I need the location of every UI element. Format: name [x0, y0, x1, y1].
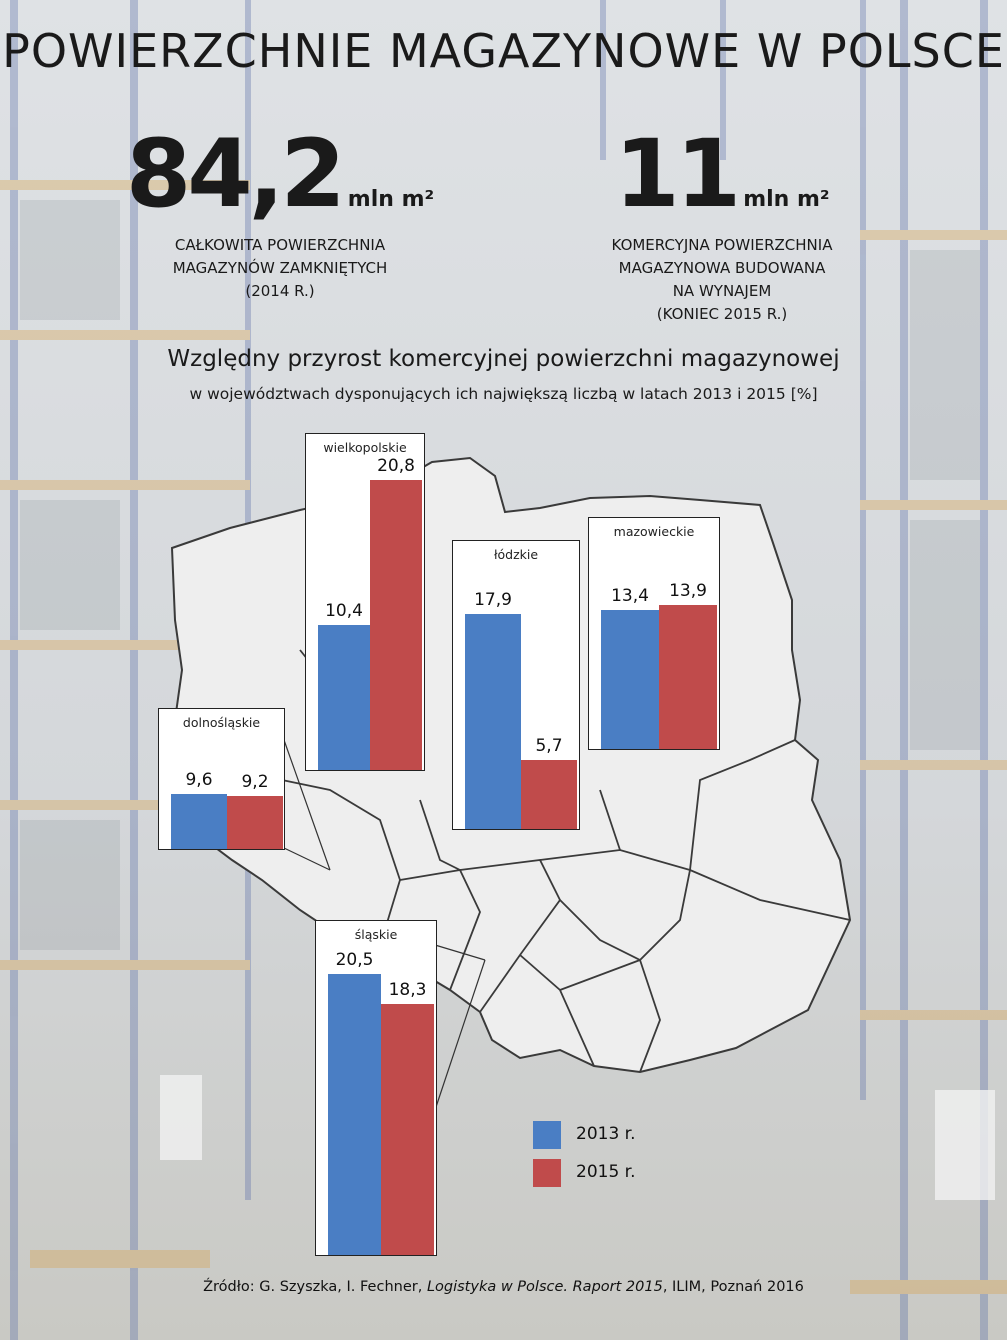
leader-line-dolnoslaskie-2 [283, 847, 331, 871]
chart-subtitle: Względny przyrost komercyjnej powierzchn… [167, 346, 840, 372]
legend-label-2015: 2015 r. [576, 1162, 636, 1182]
source-title: Logistyka w Polsce. Raport 2015 [426, 1279, 663, 1295]
page-title: POWIERZCHNIE MAGAZYNOWE W POLSCE [2, 24, 1005, 78]
stat-value-row: 84,2 mln m² [120, 128, 440, 222]
source-note: Źródło: G. Szyszka, I. Fechner, Logistyk… [0, 1279, 1007, 1295]
bar-2015 [521, 760, 577, 829]
region-label: śląskie [354, 927, 398, 942]
leader-line-dolnoslaskie [283, 739, 331, 871]
bar-2015 [659, 605, 717, 749]
region-label: mazowieckie [613, 524, 695, 539]
bar-2015 [370, 480, 422, 770]
bar-2015 [381, 1004, 434, 1255]
legend-label-2013: 2013 r. [576, 1124, 636, 1144]
panel-lodzkie: łódzkie 17,9 5,7 [452, 540, 580, 830]
stat-unit: mln m² [743, 187, 830, 212]
panel-slaskie: śląskie 20,5 18,3 [315, 920, 437, 1256]
value-label-2015: 13,9 [669, 581, 707, 601]
caption-line: (KONIEC 2015 R.) [656, 305, 788, 323]
stat-unit: mln m² [347, 187, 435, 212]
bar-2013 [601, 610, 659, 749]
bar-2015 [227, 796, 283, 849]
value-label-2015: 20,8 [377, 456, 415, 476]
bar-2013 [328, 974, 381, 1255]
caption-line: MAGAZYNÓW ZAMKNIĘTYCH [172, 259, 388, 277]
caption-line: (2014 R.) [245, 282, 315, 300]
caption-line: MAGAZYNOWA BUDOWANA [618, 259, 826, 277]
source-suffix: , ILIM, Poznań 2016 [662, 1279, 804, 1295]
chart-subtitle-detail: w województwach dysponujących ich najwię… [189, 385, 818, 403]
leader-line-slaskie [434, 959, 486, 1111]
panel-mazowieckie: mazowieckie 13,4 13,9 [588, 517, 720, 750]
caption-line: CAŁKOWITA POWIERZCHNIA [174, 236, 386, 254]
value-label-2013: 20,5 [335, 950, 374, 970]
bar-2013 [171, 794, 227, 849]
value-label-2013: 13,4 [611, 586, 649, 606]
caption-line: NA WYNAJEM [672, 282, 772, 300]
value-label-2013: 17,9 [474, 590, 512, 610]
stat-total-area: 84,2 mln m² CAŁKOWITA POWIERZCHNIA MAGAZY… [120, 128, 440, 303]
stat-commercial-area: 11 mln m² KOMERCYJNA POWIERZCHNIA MAGAZYN… [572, 128, 872, 326]
bar-2013 [465, 614, 521, 829]
value-label-2013: 9,6 [185, 770, 213, 790]
leader-line-slaskie-2 [434, 944, 486, 961]
bar-2013 [318, 625, 370, 770]
region-label: wielkopolskie [323, 440, 407, 455]
stat-value: 84,2 [125, 120, 346, 229]
value-label-2015: 5,7 [535, 736, 563, 756]
value-label-2013: 10,4 [325, 601, 363, 621]
stat-caption: KOMERCYJNA POWIERZCHNIA MAGAZYNOWA BUDOW… [572, 234, 872, 326]
value-label-2015: 9,2 [241, 772, 269, 792]
caption-line: KOMERCYJNA POWIERZCHNIA [611, 236, 833, 254]
region-label: łódzkie [493, 547, 539, 562]
panel-wielkopolskie: wielkopolskie 10,4 20,8 [305, 433, 425, 771]
source-prefix: Źródło: G. Szyszka, I. Fechner, [203, 1279, 427, 1295]
stat-value: 11 [614, 120, 741, 229]
legend-swatch-2013 [533, 1121, 561, 1149]
value-label-2015: 18,3 [388, 980, 427, 1000]
stat-caption: CAŁKOWITA POWIERZCHNIA MAGAZYNÓW ZAMKNIĘ… [120, 234, 440, 303]
stat-value-row: 11 mln m² [572, 128, 872, 222]
region-label: dolnośląskie [182, 715, 261, 730]
legend-swatch-2015 [533, 1159, 561, 1187]
panel-dolnoslaskie: dolnośląskie 9,6 9,2 [158, 708, 285, 850]
